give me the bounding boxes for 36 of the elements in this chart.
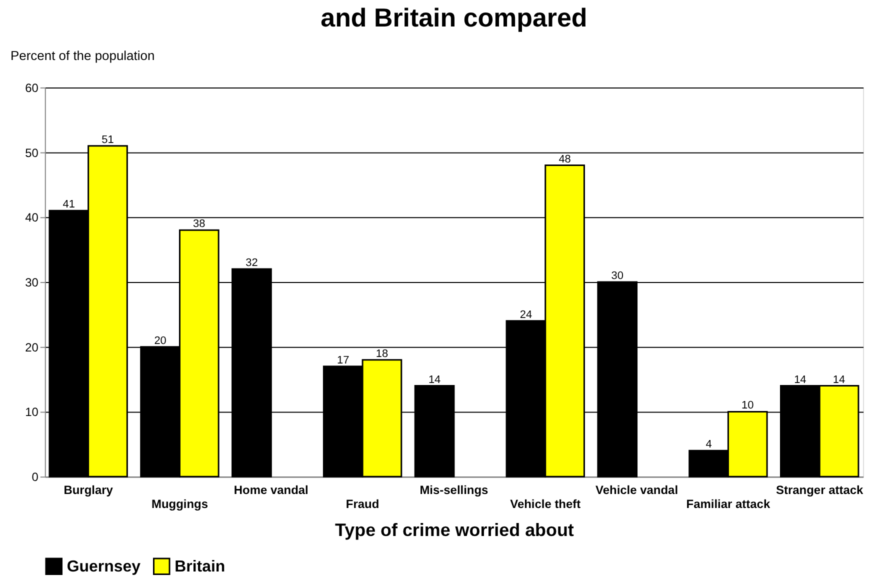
x-tick-label: Burglary: [64, 483, 114, 498]
legend-label: Guernsey: [66, 558, 141, 576]
data-label: 18: [376, 348, 388, 360]
y-tick-label: 10: [25, 405, 39, 420]
data-label: 48: [558, 153, 571, 166]
data-label: 51: [102, 134, 114, 146]
x-tick-label: Vehicle vandal: [596, 483, 678, 498]
x-tick-label: Fraud: [346, 497, 380, 512]
y-tick-label: 20: [25, 340, 39, 354]
data-label: 20: [154, 334, 166, 347]
x-tick-label: Familiar attack: [686, 497, 770, 512]
data-label: 32: [246, 257, 258, 270]
x-tick-label: Vehicle theft: [510, 497, 581, 512]
x-tick-label: Home vandal: [234, 483, 308, 498]
legend-label: Britain: [174, 558, 226, 576]
data-label: 17: [337, 354, 350, 366]
data-label: 38: [193, 218, 206, 230]
data-label: 14: [428, 374, 441, 386]
data-label: 4: [706, 438, 712, 451]
data-label: 30: [611, 270, 624, 282]
x-tick-label: Muggings: [151, 497, 208, 512]
y-tick-label: 30: [25, 276, 39, 290]
data-label: 10: [742, 400, 754, 412]
y-axis-title: Percent of the population: [10, 48, 155, 64]
y-tick-label: 40: [25, 210, 39, 225]
y-tick-label: 0: [32, 470, 39, 484]
data-label: 14: [832, 374, 846, 386]
data-label: 14: [794, 374, 806, 386]
x-axis-title: Type of crime worried about: [335, 520, 574, 540]
y-tick-label: 50: [25, 146, 39, 160]
x-tick-label: Stranger attack: [776, 483, 864, 498]
chart-title: and Britain compared: [320, 4, 588, 33]
x-tick-label: Mis-sellings: [420, 483, 489, 498]
y-tick-label: 60: [25, 80, 39, 95]
data-label: 24: [520, 308, 532, 321]
data-label: 41: [62, 198, 75, 211]
